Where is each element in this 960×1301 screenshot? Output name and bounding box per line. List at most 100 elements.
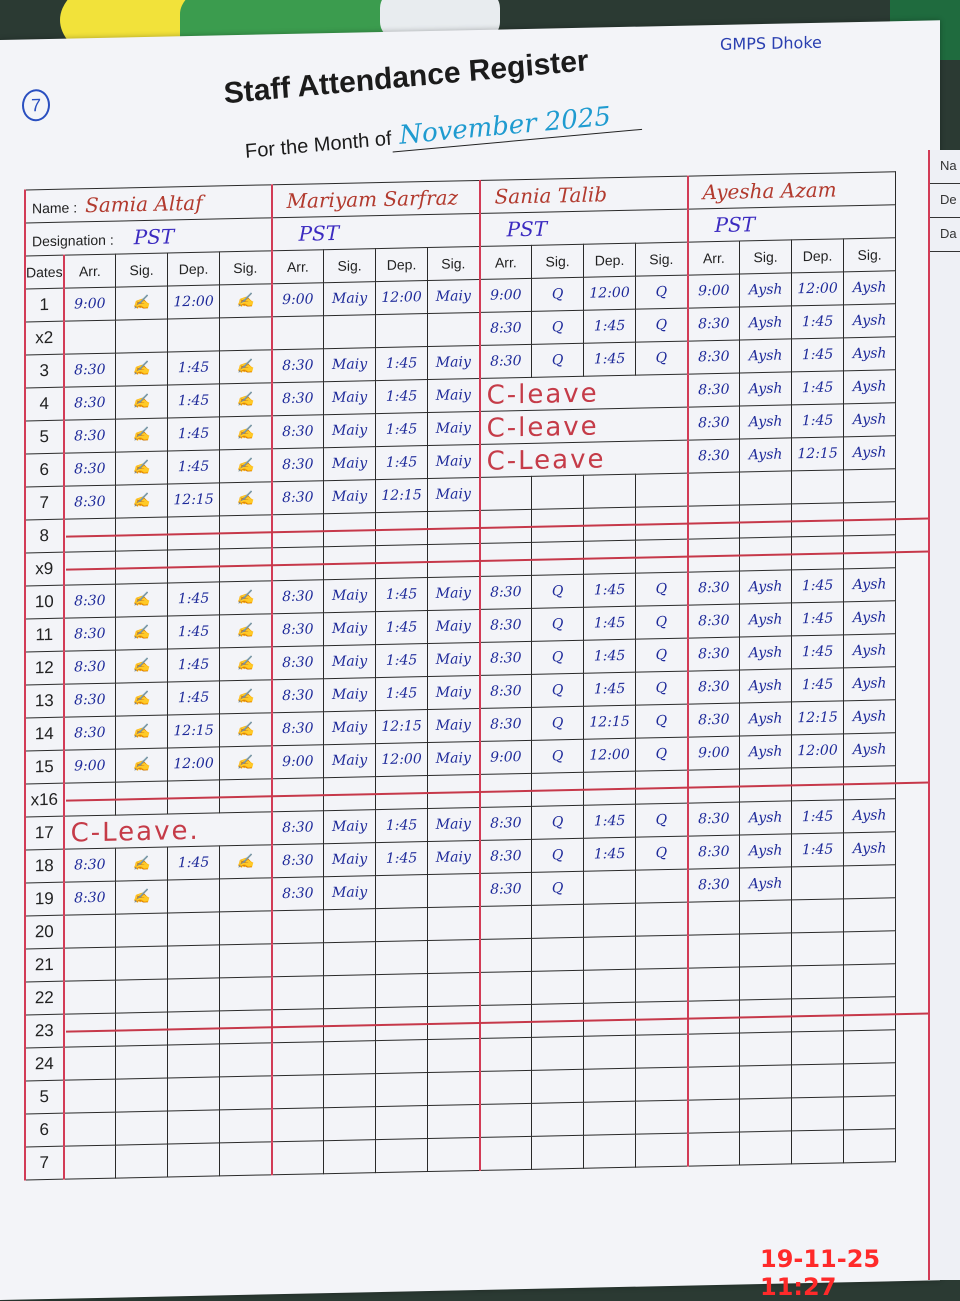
date-cell: 18 bbox=[25, 849, 64, 883]
arrival-signature: Maiy bbox=[323, 842, 376, 877]
arrival-time: 8:30 bbox=[479, 872, 532, 907]
arrival-signature: Maiy bbox=[323, 578, 376, 613]
arrival-time: 8:30 bbox=[63, 683, 116, 718]
arrival-signature bbox=[739, 998, 792, 1034]
staff-name: Sania Talib bbox=[494, 182, 608, 209]
arrival-signature: Q bbox=[531, 739, 584, 774]
departure-signature bbox=[427, 939, 480, 974]
arrival-time bbox=[687, 538, 740, 573]
arrival-time bbox=[479, 773, 532, 808]
departure-signature bbox=[843, 1128, 896, 1163]
arrival-time bbox=[63, 518, 116, 553]
arrival-signature bbox=[323, 545, 376, 580]
departure-time: 1:45 bbox=[167, 350, 220, 385]
register-page: 7 Staff Attendance Register GMPS Dhoke F… bbox=[0, 20, 946, 1300]
departure-signature: Maiy bbox=[427, 840, 480, 875]
departure-time: 12:15 bbox=[375, 709, 428, 744]
departure-time: 1:45 bbox=[167, 680, 220, 715]
leave-note: C-Leave. bbox=[70, 815, 200, 849]
arrival-time: 8:30 bbox=[479, 806, 532, 841]
arrival-time: 8:30 bbox=[63, 584, 116, 619]
arrival-time bbox=[479, 905, 532, 940]
departure-signature bbox=[635, 1133, 688, 1168]
arrival-time bbox=[479, 938, 532, 973]
departure-signature: Maiy bbox=[427, 378, 480, 413]
arrival-signature: Aysh bbox=[739, 371, 792, 407]
arrival-signature bbox=[115, 1143, 168, 1179]
arrival-signature bbox=[115, 1011, 168, 1047]
arrival-time bbox=[687, 769, 740, 804]
date-cell: x9 bbox=[25, 550, 946, 586]
arrival-time: 8:30 bbox=[479, 575, 532, 610]
departure-signature bbox=[427, 1137, 480, 1172]
departure-signature: Maiy bbox=[427, 444, 480, 479]
departure-time: 1:45 bbox=[791, 667, 844, 702]
arrival-signature: Aysh bbox=[739, 437, 792, 473]
arrival-signature: Maiy bbox=[323, 611, 376, 646]
departure-time: 1:45 bbox=[375, 808, 428, 843]
departure-time bbox=[583, 1035, 636, 1070]
departure-signature: Maiy bbox=[427, 279, 480, 314]
next-page-label: Da bbox=[930, 218, 960, 252]
arrival-signature bbox=[531, 541, 584, 576]
departure-signature: Q bbox=[635, 572, 688, 607]
arrival-time bbox=[271, 777, 324, 812]
arrival-signature: ✍ bbox=[115, 384, 168, 420]
arrival-time bbox=[687, 901, 740, 936]
departure-time bbox=[167, 317, 220, 352]
departure-time: 1:45 bbox=[583, 672, 636, 707]
arrival-time: 8:30 bbox=[63, 848, 116, 883]
departure-time: 12:15 bbox=[791, 700, 844, 735]
designation-cell: PST bbox=[687, 204, 896, 243]
departure-signature bbox=[843, 897, 896, 932]
arrival-signature: Maiy bbox=[323, 743, 376, 778]
arrival-signature: ✍ bbox=[115, 450, 168, 486]
arrival-signature: Maiy bbox=[323, 380, 376, 415]
departure-time bbox=[375, 1138, 428, 1173]
arrival-time: 8:30 bbox=[63, 452, 116, 487]
arrival-signature bbox=[531, 1036, 584, 1071]
departure-signature bbox=[219, 910, 272, 945]
arrival-signature bbox=[739, 899, 792, 935]
arrival-signature bbox=[323, 1073, 376, 1108]
arrival-signature bbox=[531, 937, 584, 972]
departure-signature bbox=[635, 539, 688, 574]
departure-time bbox=[583, 1101, 636, 1136]
arrival-time bbox=[687, 1099, 740, 1134]
arrival-signature bbox=[323, 776, 376, 811]
departure-time bbox=[583, 1068, 636, 1103]
arrival-time bbox=[63, 1046, 116, 1081]
arrival-time bbox=[63, 1013, 116, 1048]
departure-time bbox=[583, 870, 636, 905]
arrival-time: 8:30 bbox=[271, 414, 324, 449]
arrival-time bbox=[479, 1037, 532, 1072]
departure-signature bbox=[843, 1095, 896, 1130]
arrival-signature: ✍ bbox=[115, 681, 168, 717]
departure-time: 1:45 bbox=[375, 379, 428, 414]
departure-signature: Aysh bbox=[843, 435, 896, 470]
departure-signature: Q bbox=[635, 737, 688, 772]
arrival-time bbox=[271, 546, 324, 581]
departure-signature: Maiy bbox=[427, 345, 480, 380]
arrival-signature bbox=[739, 1064, 792, 1100]
arrival-signature bbox=[323, 1040, 376, 1075]
departure-time bbox=[167, 977, 220, 1012]
arrival-signature: ✍ bbox=[115, 285, 168, 321]
departure-signature: Aysh bbox=[843, 303, 896, 338]
departure-time: 1:45 bbox=[375, 643, 428, 678]
arrival-time bbox=[63, 1145, 116, 1180]
departure-time bbox=[167, 515, 220, 550]
departure-signature bbox=[843, 996, 896, 1031]
date-cell: 11 bbox=[25, 618, 64, 652]
staff-name-cell: Ayesha Azam bbox=[687, 171, 896, 210]
dates-header: Dates bbox=[25, 255, 64, 289]
departure-signature bbox=[427, 873, 480, 908]
arrival-signature bbox=[323, 512, 376, 547]
arrival-signature bbox=[531, 475, 584, 510]
arrival-signature bbox=[531, 1003, 584, 1038]
departure-signature: Aysh bbox=[843, 270, 896, 305]
staff-name-cell: Mariyam Sarfraz bbox=[271, 180, 480, 218]
departure-time bbox=[375, 775, 428, 810]
month-line: For the Month of November 2025 bbox=[244, 98, 642, 165]
departure-time bbox=[375, 940, 428, 975]
